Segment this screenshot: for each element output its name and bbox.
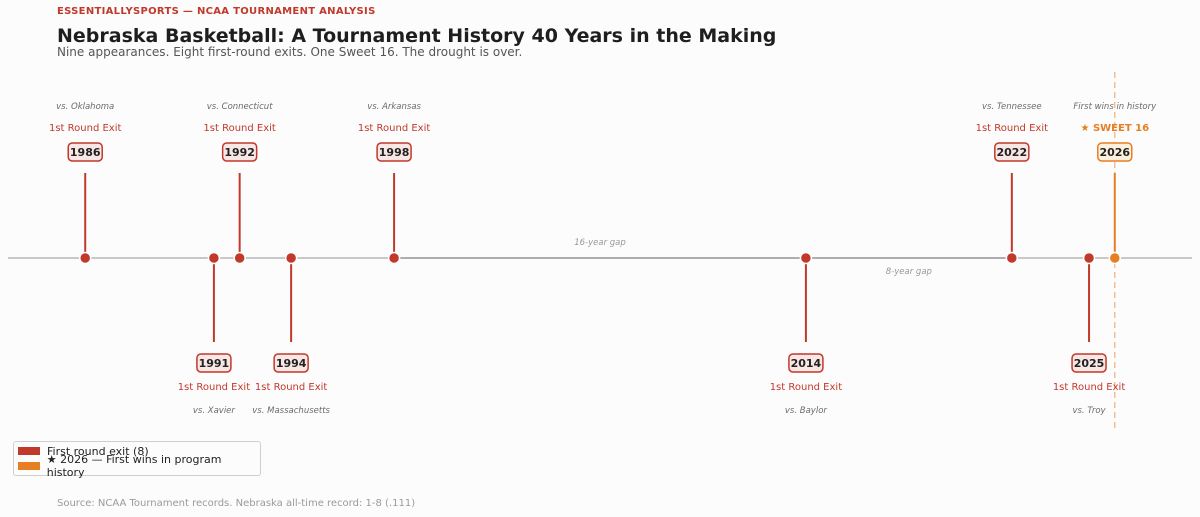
- year-box: [994, 142, 1030, 162]
- opponent-label: vs. Oklahoma: [56, 102, 114, 112]
- legend-swatch-sweet16: [18, 462, 40, 470]
- opponent-label: vs. Tennessee: [982, 102, 1042, 112]
- legend-label-exit: First round exit (8): [47, 444, 149, 458]
- chart-title: Nebraska Basketball: A Tournament Histor…: [57, 25, 777, 47]
- year-box: [376, 142, 412, 162]
- result-label: 1st Round Exit: [770, 382, 843, 393]
- legend-item-sweet16: ★ 2026 — First wins in program history: [18, 453, 260, 479]
- year-box: [196, 353, 232, 373]
- opponent-label: vs. Xavier: [193, 406, 236, 416]
- year-label: 2026: [1099, 146, 1130, 159]
- opponent-label: vs. Troy: [1072, 406, 1106, 416]
- event-marker: [1108, 251, 1122, 265]
- event-marker: [284, 251, 298, 265]
- year-box: [788, 353, 824, 373]
- event-marker: [78, 251, 92, 265]
- event-marker: [799, 251, 813, 265]
- result-label: 1st Round Exit: [178, 382, 251, 393]
- year-label: 2025: [1074, 357, 1105, 370]
- source-note: Source: NCAA Tournament records. Nebrask…: [57, 498, 416, 509]
- year-label: 1994: [276, 357, 307, 370]
- result-label: ★ SWEET 16: [1081, 123, 1150, 134]
- event-marker: [387, 251, 401, 265]
- gap-label: 16-year gap: [574, 238, 626, 248]
- kicker: ESSENTIALLYSPORTS — NCAA TOURNAMENT ANAL…: [57, 6, 376, 17]
- result-label: 1st Round Exit: [1053, 382, 1126, 393]
- result-label: 1st Round Exit: [255, 382, 328, 393]
- year-box: [1097, 142, 1133, 162]
- year-label: 1986: [70, 146, 101, 159]
- result-label: 1st Round Exit: [976, 123, 1049, 134]
- legend-label-sweet16: ★ 2026 — First wins in program history: [46, 453, 222, 479]
- opponent-label: vs. Baylor: [785, 406, 827, 416]
- event-marker: [1005, 251, 1019, 265]
- year-label: 2014: [791, 357, 822, 370]
- year-label: 1991: [199, 357, 230, 370]
- result-label: 1st Round Exit: [358, 123, 431, 134]
- chart-subtitle: Nine appearances. Eight first-round exit…: [57, 45, 523, 59]
- year-label: 1998: [379, 146, 410, 159]
- result-label: 1st Round Exit: [203, 123, 276, 134]
- year-box: [1071, 353, 1107, 373]
- opponent-label: vs. Arkansas: [367, 102, 421, 112]
- event-marker: [207, 251, 221, 265]
- opponent-label: First wins in history: [1073, 102, 1157, 112]
- year-box: [273, 353, 309, 373]
- event-marker: [233, 251, 246, 265]
- legend-item-exit: First round exit (8): [18, 444, 149, 458]
- legend-swatch-exit: [18, 447, 40, 455]
- year-box: [221, 142, 258, 162]
- gap-label: 8-year gap: [886, 267, 932, 277]
- year-label: 2022: [997, 146, 1028, 159]
- legend: First round exit (8) ★ 2026 — First wins…: [13, 441, 261, 479]
- opponent-label: vs. Massachusetts: [252, 406, 330, 416]
- opponent-label: vs. Connecticut: [207, 102, 273, 112]
- result-label: 1st Round Exit: [49, 123, 122, 134]
- event-marker: [1082, 251, 1096, 265]
- year-box: [67, 142, 103, 162]
- year-label: 1992: [224, 146, 255, 159]
